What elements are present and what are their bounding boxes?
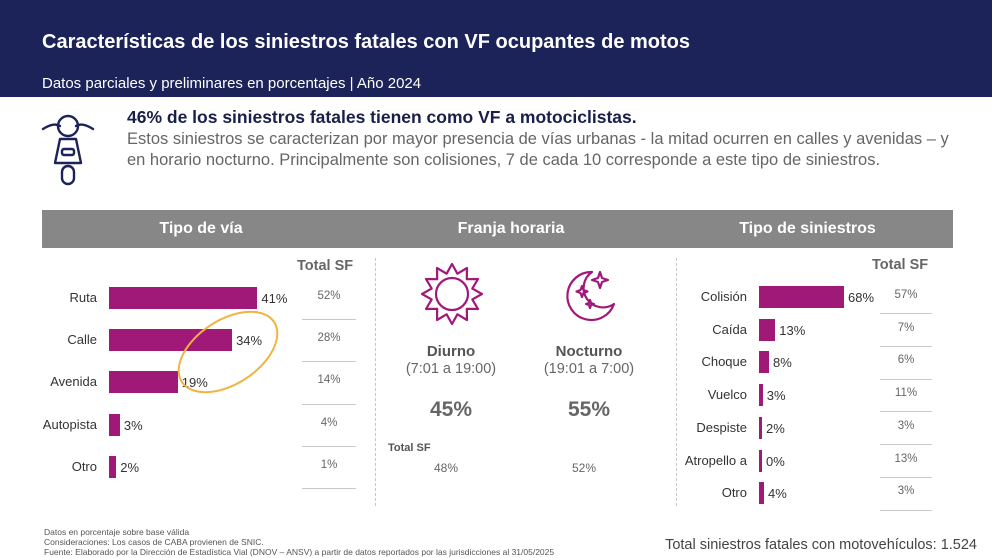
bar: [109, 329, 233, 352]
total-sf-divider: [302, 445, 356, 447]
value-label: 41%: [261, 291, 288, 306]
value-label: 2%: [120, 459, 140, 475]
total-sf-value: 11%: [894, 387, 918, 400]
section-tipo-via-label: Tipo de vía: [159, 220, 243, 237]
total-sf-value: 7%: [897, 321, 915, 334]
total-sf-value: 14%: [317, 374, 341, 387]
total-sf-value: 13%: [894, 452, 918, 465]
bar: [109, 413, 120, 436]
total-sf-value: 3%: [897, 485, 915, 498]
footer-note-source: Fuente: Elaborado por la Dirección de Es…: [44, 547, 555, 557]
nocturno-total-sf: 52%: [571, 461, 597, 475]
total-sf-value: 1%: [320, 458, 338, 471]
bar: [109, 287, 258, 309]
total-sf-header-franja: Total SF: [388, 442, 431, 454]
footer-total: Total siniestros fatales con motovehícul…: [665, 537, 977, 553]
section-tipo-via: Tipo de vía: [42, 210, 360, 248]
footer-note-base: Datos en porcentaje sobre base válida: [44, 527, 190, 537]
value-label: 8%: [773, 355, 792, 371]
bar: [109, 371, 178, 394]
section-tipo-siniestros: Tipo de siniestros: [662, 210, 953, 248]
category-label: Ruta: [69, 290, 97, 305]
separator-left: [375, 258, 376, 506]
section-franja-horaria: Franja horaria: [360, 210, 662, 248]
nocturno-label: Nocturno: [555, 343, 623, 360]
total-sf-divider: [880, 509, 932, 511]
page-subtitle: Datos parciales y preliminares en porcen…: [42, 75, 422, 92]
sun-icon: [420, 262, 484, 326]
diurno-total-sf: 48%: [433, 461, 459, 475]
bar: [759, 482, 764, 505]
separator-right: [676, 258, 677, 506]
total-sf-value: 57%: [894, 289, 918, 301]
page-title: Características de los siniestros fatale…: [42, 31, 690, 53]
section-franja-horaria-label: Franja horaria: [457, 220, 565, 237]
bar: [759, 449, 762, 472]
value-label: 2%: [766, 420, 785, 436]
value-label: 4%: [768, 486, 787, 502]
header-banner: Características de los siniestros fatale…: [0, 0, 992, 97]
diurno-range: (7:01 a 19:00): [405, 361, 497, 377]
value-label: 3%: [123, 417, 143, 433]
summary-headline: 46% de los siniestros fatales tienen com…: [127, 107, 637, 127]
motorcycle-icon: [41, 114, 95, 186]
value-label: 3%: [766, 388, 786, 404]
total-sf-divider: [302, 487, 356, 489]
category-label: Calle: [67, 332, 97, 348]
nocturno-range: (19:01 a 7:00): [543, 361, 635, 377]
bar: [759, 384, 763, 407]
bar: [759, 351, 769, 374]
category-label: Caída: [712, 321, 747, 337]
total-sf-divider: [880, 476, 932, 478]
value-label: 13%: [779, 322, 806, 338]
category-label: Otro: [71, 458, 97, 474]
footer-note-considerations: Consideraciones: Los casos de CABA provi…: [44, 537, 264, 547]
highlight-ellipse: [163, 293, 293, 411]
total-sf-divider: [880, 346, 932, 348]
bar: [109, 455, 117, 478]
category-label: Atropello a: [684, 452, 747, 468]
total-sf-divider: [302, 319, 356, 321]
moon-stars-icon: [566, 270, 616, 322]
total-sf-divider: [880, 313, 932, 315]
value-label: 19%: [181, 375, 208, 391]
category-label: Colisión: [700, 289, 747, 304]
category-label: Avenida: [50, 374, 97, 390]
category-label: Otro: [721, 485, 747, 501]
category-label: Despiste: [696, 419, 747, 435]
total-sf-header-via: Total SF: [297, 258, 354, 274]
total-sf-value: 52%: [317, 290, 341, 302]
value-label: 0%: [766, 453, 785, 469]
summary-text: Estos siniestros se caracterizan por may…: [127, 130, 949, 169]
total-sf-value: 4%: [320, 416, 338, 429]
total-sf-divider: [302, 403, 356, 405]
total-sf-divider: [880, 444, 932, 446]
bar: [759, 416, 762, 439]
bar: [759, 286, 844, 308]
section-tipo-siniestros-label: Tipo de siniestros: [739, 220, 876, 237]
bar: [759, 318, 776, 341]
nocturno-value: 55%: [567, 398, 611, 421]
diurno-label: Diurno: [426, 343, 476, 360]
total-sf-value: 28%: [317, 332, 341, 345]
total-sf-value: 3%: [897, 419, 915, 432]
category-label: Autopista: [42, 416, 97, 432]
value-label: 34%: [236, 333, 263, 349]
category-label: Vuelco: [707, 387, 747, 403]
total-sf-value: 6%: [897, 354, 915, 367]
total-sf-divider: [302, 361, 356, 363]
total-sf-divider: [880, 411, 932, 413]
diurno-value: 45%: [429, 398, 473, 421]
value-label: 68%: [848, 290, 875, 305]
category-label: Choque: [701, 354, 747, 370]
total-sf-divider: [880, 378, 932, 380]
total-sf-header-siniestros: Total SF: [872, 257, 929, 273]
